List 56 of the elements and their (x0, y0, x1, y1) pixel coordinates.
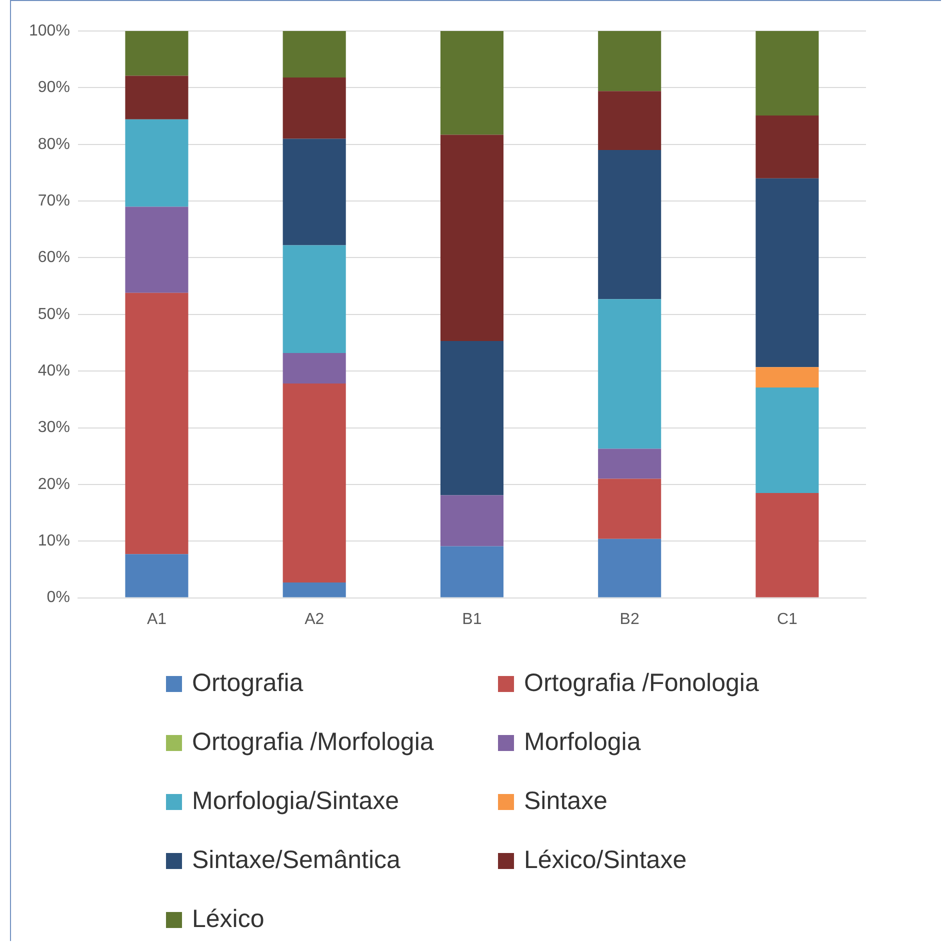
y-tick-label: 70% (38, 192, 70, 210)
bar (440, 546, 504, 598)
bar (125, 31, 188, 76)
legend-label: Morfologia/Sintaxe (192, 787, 400, 816)
bar (440, 495, 504, 546)
bar (282, 352, 346, 384)
bar (125, 292, 188, 554)
bar (440, 31, 504, 135)
bar (282, 31, 346, 78)
bar (756, 492, 819, 598)
bar (598, 91, 662, 150)
bar (598, 31, 662, 92)
bar (598, 448, 662, 479)
bar (756, 178, 819, 368)
y-tick-label: 50% (38, 306, 70, 323)
bar (125, 119, 188, 207)
y-tick-label: 10% (38, 532, 70, 550)
x-tick-label: A1 (146, 610, 167, 628)
bar (756, 31, 819, 116)
x-tick-label: B1 (462, 610, 482, 628)
legend-label: Sintaxe/Semântica (192, 846, 400, 875)
bar (598, 478, 662, 539)
legend-label: Ortografia /Fonologia (524, 669, 759, 698)
legend-label: Léxico/Sintaxe (524, 846, 687, 875)
bar (440, 341, 504, 496)
bar (598, 538, 662, 598)
legend-label: Ortografia (192, 669, 304, 698)
y-tick-label: 30% (38, 419, 70, 436)
y-tick-label: 80% (38, 136, 70, 153)
bar (756, 367, 819, 388)
bar (598, 150, 662, 300)
bar (125, 76, 188, 120)
legend-label: Ortografia /Morfologia (192, 728, 434, 757)
x-tick-label: C1 (776, 610, 798, 628)
bar (125, 554, 188, 598)
y-tick-label: 20% (38, 476, 70, 493)
bar (598, 299, 662, 449)
y-tick-label: 100% (29, 22, 70, 40)
y-tick-label: 40% (38, 362, 70, 380)
legend-label: Léxico (192, 905, 264, 934)
y-tick-label: 0% (46, 589, 70, 606)
bar (756, 115, 819, 178)
bar (282, 384, 346, 582)
bar (756, 388, 819, 493)
y-tick-label: 90% (38, 79, 70, 96)
bar (282, 77, 346, 139)
bar (282, 245, 346, 353)
bar (440, 134, 504, 342)
y-tick-label: 60% (38, 249, 70, 266)
x-tick-label: A2 (304, 610, 324, 628)
legend-label: Sintaxe (524, 787, 608, 816)
x-tick-label: B2 (620, 610, 640, 628)
bar (282, 138, 346, 246)
legend-label: Morfologia (524, 728, 641, 757)
bar (125, 206, 188, 293)
bar (282, 582, 346, 598)
